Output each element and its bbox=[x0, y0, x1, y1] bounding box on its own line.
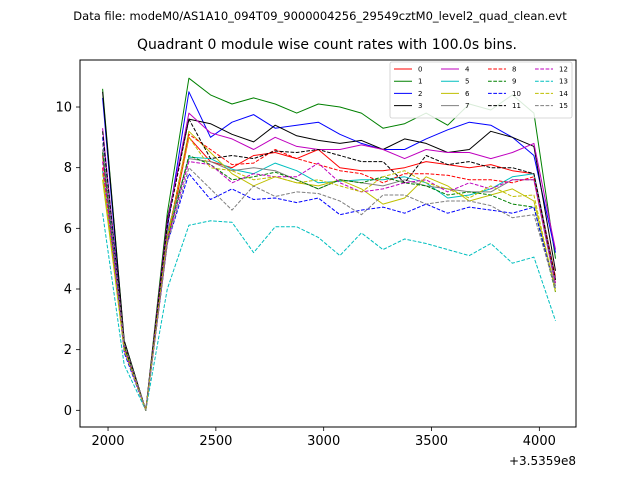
x-tick-label: 2500 bbox=[199, 434, 232, 449]
series-line-9 bbox=[102, 152, 556, 411]
x-tick-label: 4000 bbox=[523, 434, 556, 449]
series-line-2 bbox=[102, 91, 556, 411]
legend-label-2: 2 bbox=[418, 90, 422, 98]
series-line-4 bbox=[102, 112, 556, 411]
legend-label-11: 11 bbox=[512, 102, 521, 110]
series-layer bbox=[102, 77, 556, 411]
y-tick-label: 2 bbox=[64, 343, 72, 358]
legend-label-6: 6 bbox=[465, 90, 470, 98]
series-line-15 bbox=[102, 143, 556, 411]
x-tick-label: 3500 bbox=[415, 434, 448, 449]
figure-suptitle: Data file: modeM0/AS1A10_094T09_90000042… bbox=[73, 9, 567, 23]
series-line-13 bbox=[102, 213, 556, 411]
legend-box bbox=[389, 61, 573, 119]
legend-label-8: 8 bbox=[512, 66, 516, 74]
x-tick-label: 2000 bbox=[91, 434, 124, 449]
axes-frame bbox=[79, 59, 577, 428]
legend-label-7: 7 bbox=[465, 102, 469, 110]
series-line-10 bbox=[102, 137, 556, 411]
x-axis-offset-label: +3.5359e8 bbox=[509, 454, 576, 468]
y-tick-label: 8 bbox=[64, 161, 72, 176]
legend-label-0: 0 bbox=[418, 66, 422, 74]
y-tick-label: 10 bbox=[55, 101, 72, 116]
x-axis: 2000 2500 3000 3500 4000 bbox=[91, 427, 556, 449]
chart-title: Quadrant 0 module wise count rates with … bbox=[137, 37, 517, 53]
series-line-14 bbox=[102, 136, 556, 411]
legend-label-4: 4 bbox=[465, 66, 470, 74]
series-line-12 bbox=[102, 161, 556, 411]
y-tick-label: 0 bbox=[64, 404, 72, 419]
legend-label-5: 5 bbox=[465, 78, 469, 86]
legend-label-3: 3 bbox=[418, 102, 422, 110]
legend-label-9: 9 bbox=[512, 78, 516, 86]
y-tick-label: 4 bbox=[64, 282, 72, 297]
x-tick-label: 3000 bbox=[307, 434, 340, 449]
series-line-0 bbox=[102, 136, 556, 411]
legend-label-14: 14 bbox=[559, 90, 568, 98]
legend-label-1: 1 bbox=[418, 78, 422, 86]
legend-label-15: 15 bbox=[559, 102, 568, 110]
y-tick-label: 6 bbox=[64, 222, 72, 237]
series-line-11 bbox=[102, 118, 556, 411]
legend-label-12: 12 bbox=[559, 66, 568, 74]
y-axis: 0 2 4 6 8 10 bbox=[55, 101, 80, 419]
legend-label-13: 13 bbox=[559, 78, 568, 86]
legend-label-10: 10 bbox=[512, 90, 521, 98]
